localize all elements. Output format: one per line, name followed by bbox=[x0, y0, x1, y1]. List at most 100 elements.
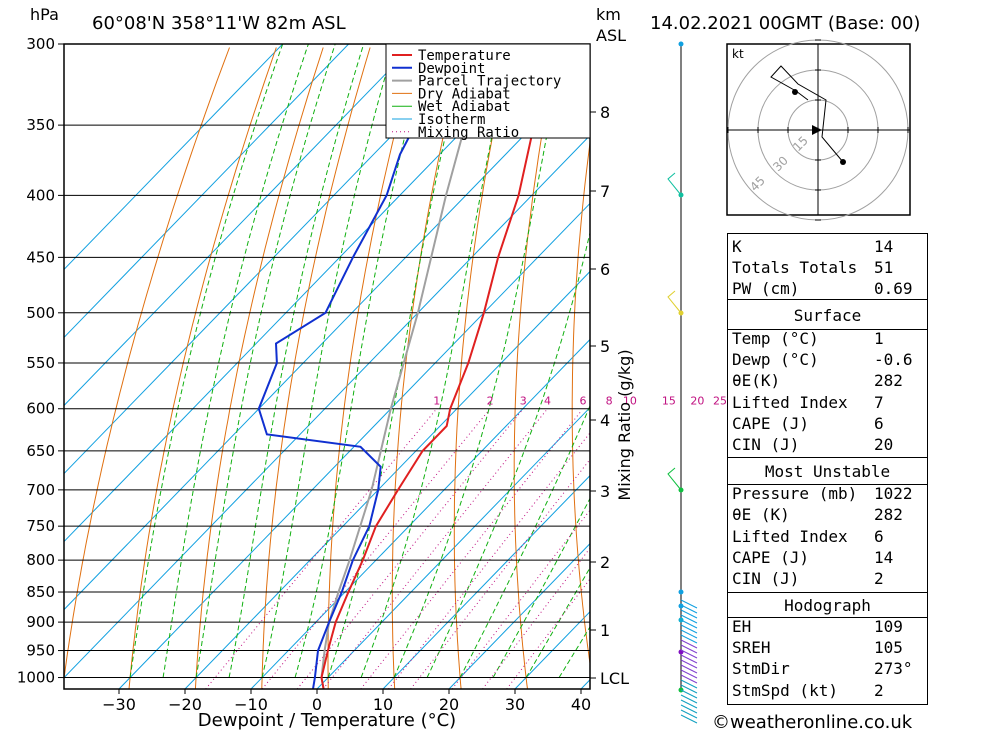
mixing-ratio-line bbox=[451, 509, 590, 689]
x-tick-label: 20 bbox=[439, 695, 459, 714]
asl-unit: ASL bbox=[596, 26, 626, 45]
isotherm-line bbox=[64, 44, 284, 271]
mixing-ratio-line bbox=[388, 432, 590, 689]
mixing-ratio-label: 3 bbox=[520, 395, 527, 408]
pressure-tick-label: 800 bbox=[26, 551, 55, 569]
isotherm-line bbox=[64, 44, 416, 407]
pw-label: PW (cm) bbox=[732, 279, 800, 298]
pressure-tick-label: 900 bbox=[26, 613, 55, 631]
wet-adiabat-line bbox=[195, 44, 336, 678]
indices-panel: K 14 Totals Totals 51 PW (cm) 0.69 bbox=[727, 233, 928, 300]
wind-barb bbox=[680, 669, 698, 679]
surface-title: Surface bbox=[793, 306, 862, 325]
hodograph-trace bbox=[770, 65, 844, 163]
mu-cape-value: 14 bbox=[874, 548, 894, 567]
hodograph-stats-title: Hodograph bbox=[784, 596, 871, 615]
mixing-ratio-label: 10 bbox=[623, 395, 637, 408]
mixing-ratio-label: 1 bbox=[433, 395, 440, 408]
legend-box bbox=[385, 43, 591, 139]
wind-barb bbox=[680, 654, 698, 664]
storm-motion-marker bbox=[812, 125, 822, 135]
legend-label: Parcel Trajectory bbox=[418, 74, 561, 90]
surface-li-value: 7 bbox=[874, 393, 884, 412]
hodograph-unit: kt bbox=[732, 47, 744, 61]
km-unit: km bbox=[596, 5, 621, 24]
mu-pressure-label: Pressure (mb) bbox=[732, 484, 858, 503]
isotherm-line bbox=[316, 406, 590, 689]
k-value: 14 bbox=[874, 237, 894, 256]
wind-barb bbox=[680, 659, 698, 669]
wet-adiabat-line bbox=[129, 44, 284, 678]
wind-level-dot bbox=[678, 41, 684, 47]
wind-barb bbox=[680, 629, 698, 639]
dry-adiabat-line bbox=[194, 47, 324, 689]
dry-adiabat-line bbox=[64, 47, 230, 683]
wet-adiabat-line bbox=[162, 44, 309, 678]
pressure-tick-label: 600 bbox=[26, 400, 55, 418]
sounding-profiles bbox=[257, 44, 568, 689]
km-tick-label: 5 bbox=[600, 337, 610, 356]
surface-theta-label: θE(K) bbox=[732, 371, 781, 390]
date-title: 14.02.2021 00GMT (Base: 00) bbox=[650, 13, 920, 34]
pressure-tick-label: 700 bbox=[26, 481, 55, 499]
wind-barb bbox=[680, 674, 698, 684]
wind-barb bbox=[680, 679, 698, 689]
x-tick-label: 0 bbox=[312, 695, 322, 714]
sreh-value: 105 bbox=[874, 638, 903, 657]
wind-barb bbox=[680, 709, 698, 719]
dry-adiabat-line bbox=[513, 47, 559, 689]
mixing-ratio-label: 25 bbox=[713, 395, 727, 408]
wet-adiabat-line bbox=[525, 566, 590, 678]
wind-barb bbox=[680, 599, 698, 609]
pressure-tick-label: 850 bbox=[26, 583, 55, 601]
surface-theta-value: 282 bbox=[874, 371, 903, 390]
wind-profile bbox=[667, 41, 698, 724]
x-tick-label: 30 bbox=[505, 695, 525, 714]
km-tick-label: 6 bbox=[600, 260, 610, 279]
hodograph-stats-divider bbox=[728, 617, 927, 618]
plot-frame bbox=[63, 43, 591, 690]
wind-barb bbox=[680, 604, 698, 614]
dry-adiabat-line bbox=[453, 47, 512, 689]
wind-barb bbox=[667, 172, 682, 196]
surface-temp-label: Temp (°C) bbox=[732, 329, 819, 348]
wind-barb bbox=[680, 639, 698, 649]
wind-barb bbox=[680, 634, 698, 644]
pressure-tick-label: 650 bbox=[26, 442, 55, 460]
most-unstable-divider bbox=[728, 484, 927, 485]
eh-value: 109 bbox=[874, 617, 903, 636]
hodograph-point bbox=[792, 89, 798, 95]
mu-li-label: Lifted Index bbox=[732, 527, 848, 546]
dry-adiabat-line bbox=[261, 47, 371, 689]
legend-label: Dewpoint bbox=[418, 61, 485, 77]
wind-barb bbox=[680, 624, 698, 634]
surface-cape-value: 6 bbox=[874, 414, 884, 433]
km-tick-label: 3 bbox=[600, 482, 610, 501]
storm-dir-label: StmDir bbox=[732, 659, 790, 678]
dry-adiabat-line bbox=[571, 139, 590, 667]
pressure-tick-label: 350 bbox=[26, 116, 55, 134]
k-label: K bbox=[732, 237, 742, 256]
legend-label: Wet Adiabat bbox=[418, 99, 511, 115]
mixing-ratio-label: 6 bbox=[580, 395, 587, 408]
km-tick-label: 8 bbox=[600, 103, 610, 122]
dry-adiabat-line bbox=[391, 47, 465, 689]
isotherm-line bbox=[64, 134, 590, 679]
mixing-ratio-line bbox=[482, 547, 590, 689]
pressure-tick-label: 300 bbox=[26, 35, 55, 53]
isotherm-line bbox=[448, 542, 590, 689]
storm-speed-value: 2 bbox=[874, 681, 884, 700]
copyright-text: ©weatheronline.co.uk bbox=[712, 712, 913, 733]
hodograph-stats-panel: Hodograph EH 109 SREH 105 StmDir 273° St… bbox=[727, 592, 928, 705]
x-tick-label: 40 bbox=[571, 695, 591, 714]
eh-label: EH bbox=[732, 617, 752, 636]
wind-barb bbox=[680, 664, 698, 674]
pressure-tick-label: 1000 bbox=[17, 669, 55, 687]
axis-labels: 1 2 3 4 6 8 10 15 20 2530035040045050055060065070… bbox=[17, 35, 727, 714]
wind-barb bbox=[680, 649, 698, 659]
isotherm-line bbox=[64, 44, 482, 475]
pressure-tick-label: 450 bbox=[26, 248, 55, 266]
surface-dewp-label: Dewp (°C) bbox=[732, 350, 819, 369]
mixing-ratio-label: 15 bbox=[662, 395, 676, 408]
